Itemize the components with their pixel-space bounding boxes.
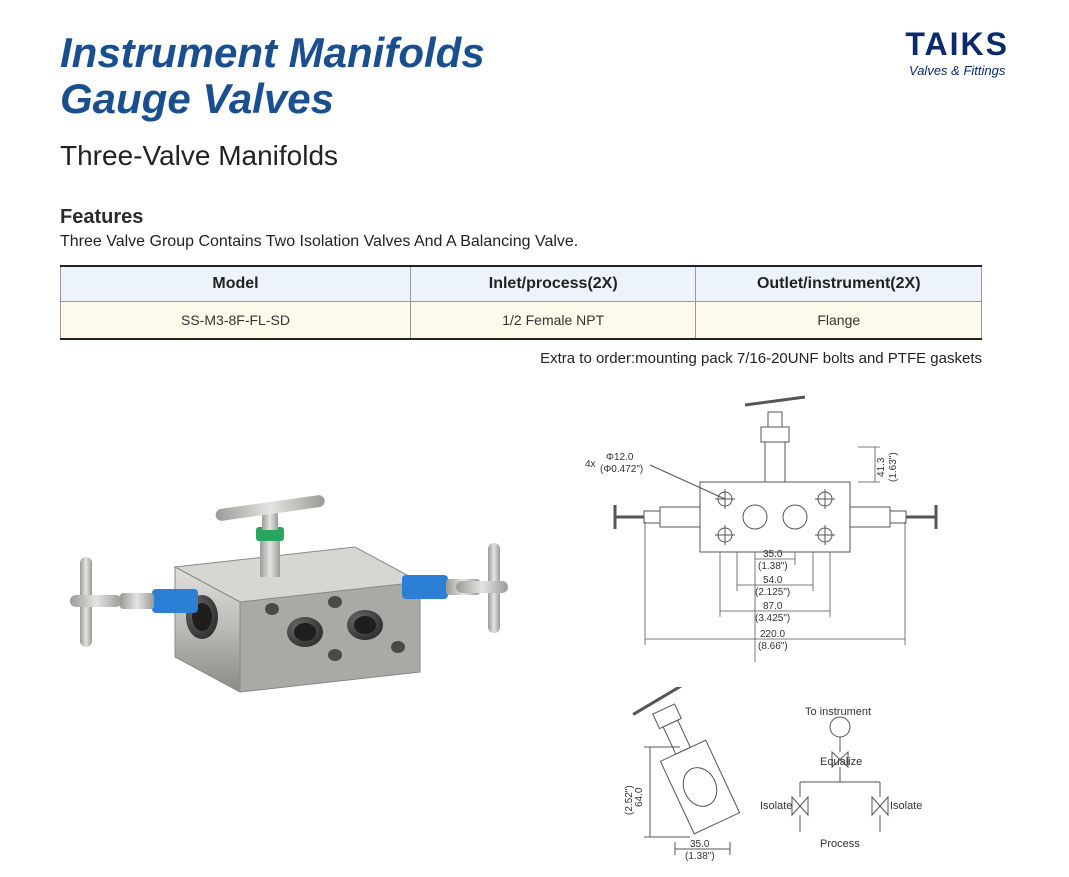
side-h-mm: 64.0 [634, 787, 645, 807]
lbl-process: Process [820, 838, 860, 850]
logo-name: TAIKS [905, 30, 1009, 59]
table-header-row: Model Inlet/process(2X) Outlet/instrumen… [61, 266, 982, 302]
d4-mm: 220.0 [760, 629, 785, 640]
extra-note: Extra to order:mounting pack 7/16-20UNF … [60, 350, 982, 367]
product-photo [60, 447, 520, 747]
col-inlet: Inlet/process(2X) [410, 266, 696, 302]
d3-in: (3.425") [755, 613, 790, 624]
table-row: SS-M3-8F-FL-SD 1/2 Female NPT Flange [61, 302, 982, 340]
dim-h-mm: 41.3 [876, 457, 887, 477]
d1-in: (1.38") [758, 561, 788, 572]
technical-drawing: 4x Φ12.0 (Φ0.472") 41.3 (1.63") 35.0 (1.… [580, 387, 980, 877]
d3-mm: 87.0 [763, 601, 783, 612]
logo: TAIKS Valves & Fittings [905, 30, 1009, 78]
d1-mm: 35.0 [763, 549, 783, 560]
dim-hole-mm: Φ12.0 [606, 452, 634, 463]
dim-4x: 4x [585, 459, 596, 470]
lbl-isolate-r: Isolate [890, 800, 922, 812]
col-model: Model [61, 266, 411, 302]
dim-h-in: (1.63") [888, 453, 899, 483]
d4-in: (8.66") [758, 641, 788, 652]
title-line2: Gauge Valves [60, 76, 905, 122]
title-block: Instrument Manifolds Gauge Valves [60, 30, 905, 122]
lbl-equalize: Equalize [820, 756, 862, 768]
figures-row: 4x Φ12.0 (Φ0.472") 41.3 (1.63") 35.0 (1.… [60, 387, 1009, 877]
title-line1: Instrument Manifolds [60, 30, 905, 76]
cell-inlet: 1/2 Female NPT [410, 302, 696, 340]
features-heading: Features [60, 206, 1009, 229]
d2-mm: 54.0 [763, 575, 783, 586]
side-h-in: (2.52") [624, 786, 635, 816]
col-outlet: Outlet/instrument(2X) [696, 266, 982, 302]
spec-table: Model Inlet/process(2X) Outlet/instrumen… [60, 265, 982, 340]
side-w-in: (1.38") [685, 851, 715, 862]
logo-tagline: Valves & Fittings [905, 63, 1009, 78]
dim-hole-in: (Φ0.472") [600, 464, 643, 475]
cell-outlet: Flange [696, 302, 982, 340]
header: Instrument Manifolds Gauge Valves TAIKS … [60, 30, 1009, 122]
cell-model: SS-M3-8F-FL-SD [61, 302, 411, 340]
features-text: Three Valve Group Contains Two Isolation… [60, 233, 1009, 251]
subtitle: Three-Valve Manifolds [60, 140, 1009, 172]
lbl-isolate-l: Isolate [760, 800, 792, 812]
side-w-mm: 35.0 [690, 839, 710, 850]
d2-in: (2.125") [755, 587, 790, 598]
lbl-instrument: To instrument [805, 706, 871, 718]
